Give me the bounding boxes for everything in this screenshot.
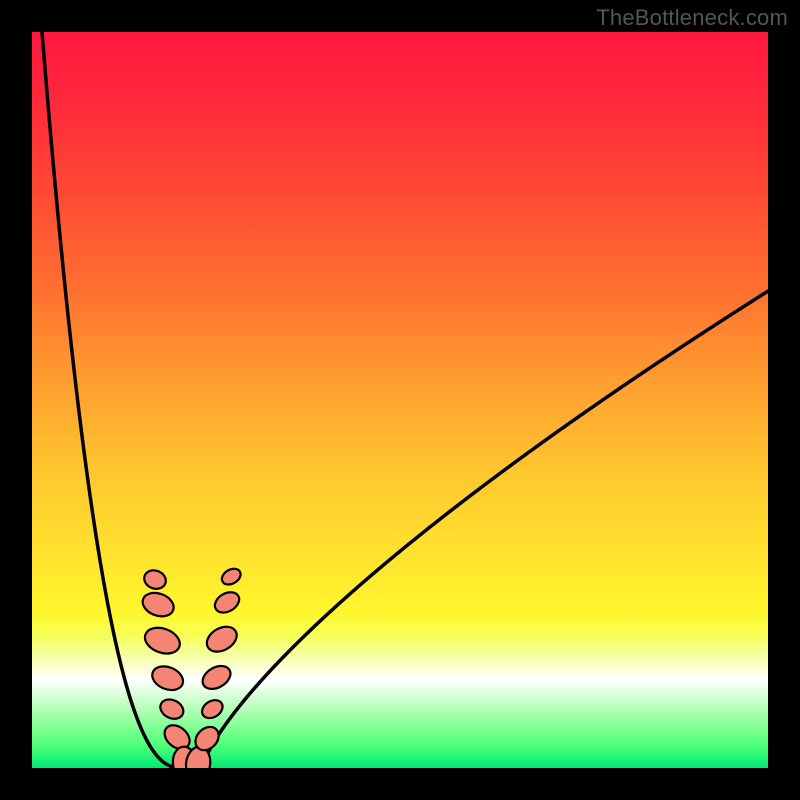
plot-background-gradient	[32, 32, 768, 768]
chart-container: TheBottleneck.com	[0, 0, 800, 800]
bottleneck-chart	[0, 0, 800, 800]
watermark-text: TheBottleneck.com	[596, 5, 788, 31]
